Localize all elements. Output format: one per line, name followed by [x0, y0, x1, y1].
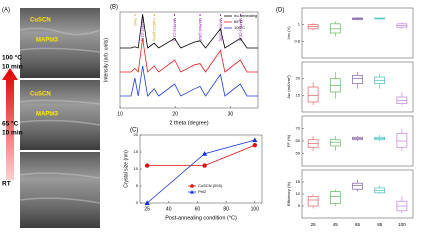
sem-images — [19, 8, 101, 228]
figure: (A) CuSCN MAPbI3 CuSCN MAPbI3 100 °C 10 min 65 … — [2, 5, 414, 228]
sem-image — [20, 80, 100, 150]
layer-label: CuSCN — [30, 18, 51, 24]
plot-frame — [119, 11, 259, 109]
box — [307, 86, 319, 103]
layer-label: MAPbI3 — [36, 112, 59, 118]
condition-label: 10 min — [2, 64, 23, 71]
y-tick-label: 0 — [136, 200, 139, 205]
arrow — [2, 68, 18, 180]
y-tick-label: 10 — [296, 191, 301, 196]
y-tick-label: 20 — [134, 132, 139, 137]
y-tick-label: 1 — [298, 22, 301, 27]
peak-label: MAPbI3 (110) — [141, 18, 145, 42]
y-tick-label: 70 — [296, 126, 301, 131]
peak-label: MAPbI3 (202) — [198, 18, 202, 42]
plot-frame — [301, 61, 414, 113]
y-tick-label: 60 — [296, 138, 301, 143]
point — [252, 137, 258, 143]
box — [352, 74, 363, 85]
peak-label: CuSCN (003) — [152, 18, 156, 42]
y-tick-label: 20 — [296, 76, 301, 81]
series-line — [120, 14, 258, 49]
panel-label: (C) — [130, 128, 138, 134]
legend-marker — [190, 190, 194, 194]
peak-label: MAPbI3 (310) — [238, 18, 242, 42]
legend-label: no-annealing — [234, 13, 257, 18]
peak-label: MAPbI3 (112) — [173, 18, 177, 42]
x-tick-label: 85 — [377, 222, 383, 227]
point — [252, 143, 258, 148]
box — [329, 23, 341, 34]
y-tick-label: 10 — [134, 166, 139, 171]
x-tick-label: 45 — [333, 222, 339, 227]
point — [201, 151, 208, 156]
y-axis-label: Voc (V) — [286, 26, 291, 40]
series-line — [120, 38, 258, 73]
legend-label: PbI2 — [198, 189, 207, 194]
legend-label: 65°C — [234, 19, 243, 24]
box — [396, 133, 408, 148]
panel-label: (B) — [110, 5, 118, 11]
box — [329, 139, 341, 147]
legend-label: 100°C — [234, 25, 245, 30]
x-tick-label: 100 — [251, 206, 260, 212]
y-axis-label: Intensity (arb. units) — [103, 38, 109, 82]
plot-frame — [301, 169, 414, 219]
condition-label: 65 °C — [2, 120, 19, 128]
point — [144, 163, 150, 168]
x-axis-label: 2 theta (degree) — [169, 120, 208, 126]
x-tick-label: 65 — [355, 222, 361, 227]
y-tick-label: 0.8 — [294, 38, 300, 43]
y-tick-label: 50 — [296, 151, 301, 156]
x-tick-label: 40 — [166, 206, 172, 212]
layer-label: CuSCN — [30, 92, 51, 98]
x-tick-label: 60 — [195, 206, 201, 212]
x-tick-label: 25 — [144, 206, 150, 212]
point — [202, 163, 207, 168]
plot-frame — [301, 7, 414, 59]
x-tick-label: 80 — [223, 206, 229, 212]
legend-label: CuSCN (003) — [198, 183, 223, 188]
point — [144, 200, 150, 205]
y-tick-label: 5 — [298, 203, 301, 208]
x-tick-label: 20 — [172, 111, 178, 117]
x-tick-label: 100 — [398, 222, 406, 227]
box — [307, 24, 319, 30]
x-tick-label: 10 — [117, 111, 123, 117]
panel-label: (A) — [2, 8, 10, 14]
y-axis-label: Efficiency (%) — [286, 181, 291, 206]
condition-label: 10 min — [2, 130, 23, 137]
series-line — [147, 144, 255, 166]
y-axis-label: FF (%) — [286, 134, 291, 147]
y-tick-label: 15 — [134, 149, 139, 154]
legend-marker — [190, 184, 194, 188]
x-tick-label: 25 — [311, 222, 317, 227]
box — [307, 196, 319, 207]
texture — [19, 27, 101, 204]
y-axis-label: Jsc (mA/cm²) — [286, 75, 291, 99]
y-axis-label: Crystal size (nm) — [123, 150, 129, 188]
y-tick-label: 5 — [136, 183, 139, 188]
condition-label: 100 °C — [2, 54, 22, 62]
y-tick-label: 15 — [296, 179, 301, 184]
sem-image — [20, 152, 100, 228]
x-tick-label: 30 — [228, 111, 234, 117]
y-tick-label: 15 — [296, 92, 301, 97]
peak-label: PbI2 — [133, 18, 137, 26]
series-line — [120, 65, 258, 97]
layer-label: MAPbI3 — [36, 38, 59, 44]
box — [352, 182, 363, 190]
sem-image — [20, 8, 100, 78]
x-axis-label: Post-annealing condition (°C) — [165, 215, 237, 221]
box — [329, 191, 341, 204]
panel-label: (D) — [276, 8, 284, 14]
condition-label: RT — [2, 181, 11, 188]
